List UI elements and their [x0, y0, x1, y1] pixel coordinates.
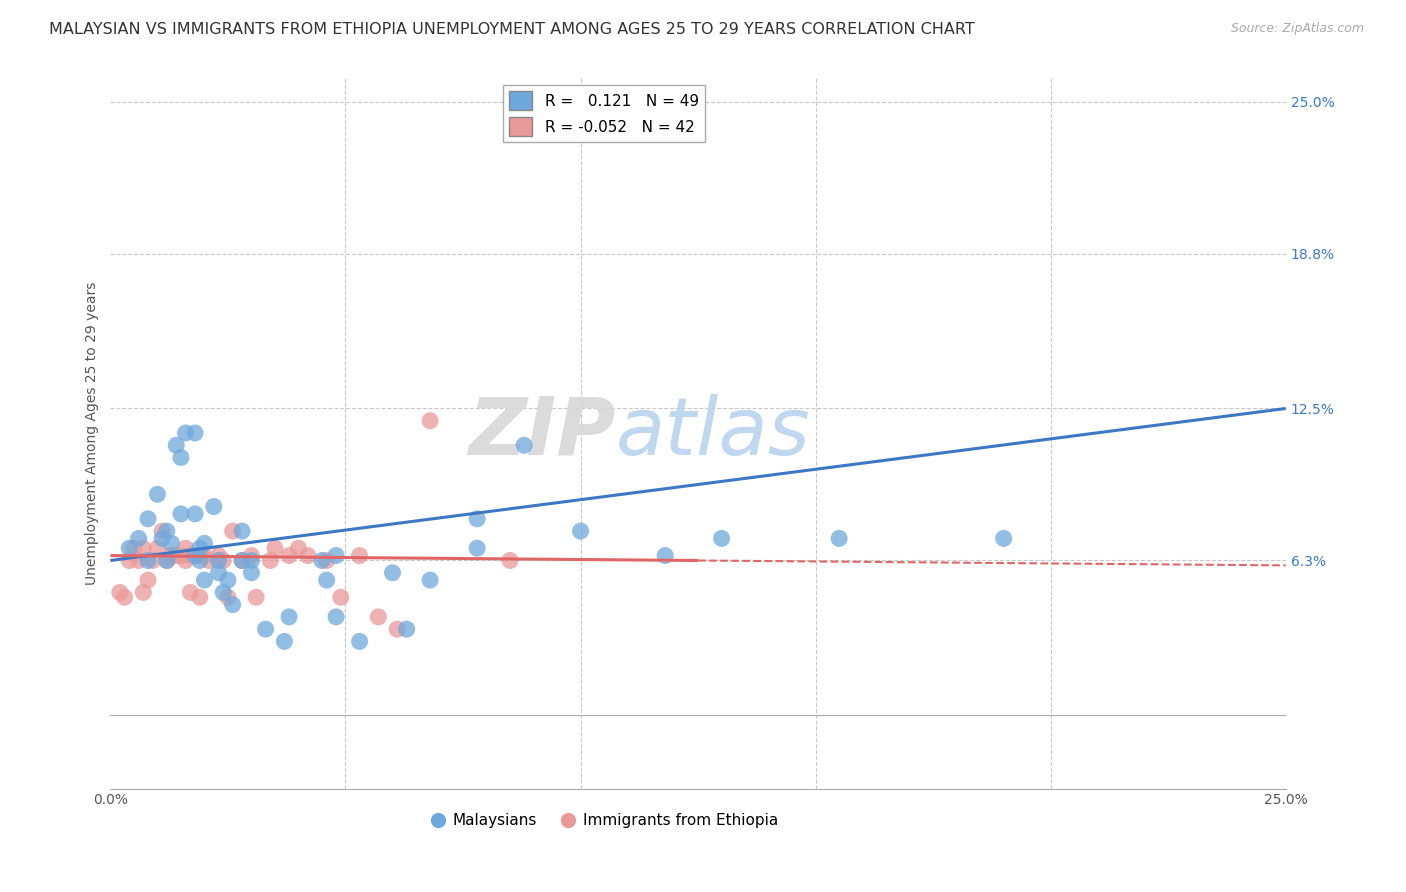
Malaysians — [465, 512, 488, 526]
Immigrants from Ethiopia — [193, 549, 215, 563]
Immigrants from Ethiopia — [212, 553, 235, 567]
Malaysians — [174, 425, 197, 440]
Malaysians — [381, 566, 404, 580]
Malaysians — [118, 541, 141, 556]
Immigrants from Ethiopia — [245, 591, 267, 605]
Immigrants from Ethiopia — [114, 591, 136, 605]
Immigrants from Ethiopia — [146, 541, 169, 556]
Text: Source: ZipAtlas.com: Source: ZipAtlas.com — [1230, 22, 1364, 36]
Malaysians — [207, 553, 229, 567]
Immigrants from Ethiopia — [278, 549, 301, 563]
Immigrants from Ethiopia — [198, 553, 221, 567]
Immigrants from Ethiopia — [419, 414, 441, 428]
Immigrants from Ethiopia — [217, 591, 239, 605]
Immigrants from Ethiopia — [297, 549, 319, 563]
Malaysians — [315, 573, 337, 587]
Malaysians — [184, 507, 207, 521]
Malaysians — [193, 573, 215, 587]
Malaysians — [184, 549, 207, 563]
Malaysians — [240, 553, 263, 567]
Malaysians — [513, 438, 536, 452]
Malaysians — [188, 553, 211, 567]
Immigrants from Ethiopia — [170, 549, 193, 563]
Malaysians — [221, 598, 243, 612]
Immigrants from Ethiopia — [179, 585, 201, 599]
Malaysians — [240, 566, 263, 580]
Malaysians — [349, 634, 371, 648]
Immigrants from Ethiopia — [174, 541, 197, 556]
Immigrants from Ethiopia — [315, 553, 337, 567]
Malaysians — [193, 536, 215, 550]
Malaysians — [212, 585, 235, 599]
Malaysians — [188, 541, 211, 556]
Malaysians — [231, 553, 253, 567]
Malaysians — [278, 610, 301, 624]
Malaysians — [150, 532, 173, 546]
Immigrants from Ethiopia — [329, 591, 352, 605]
Immigrants from Ethiopia — [221, 524, 243, 538]
Immigrants from Ethiopia — [165, 549, 187, 563]
Malaysians — [828, 532, 851, 546]
Malaysians — [160, 536, 183, 550]
Malaysians — [146, 487, 169, 501]
Text: MALAYSIAN VS IMMIGRANTS FROM ETHIOPIA UNEMPLOYMENT AMONG AGES 25 TO 29 YEARS COR: MALAYSIAN VS IMMIGRANTS FROM ETHIOPIA UN… — [49, 22, 974, 37]
Immigrants from Ethiopia — [264, 541, 287, 556]
Malaysians — [569, 524, 592, 538]
Immigrants from Ethiopia — [240, 549, 263, 563]
Immigrants from Ethiopia — [231, 553, 253, 567]
Immigrants from Ethiopia — [132, 541, 155, 556]
Malaysians — [311, 553, 333, 567]
Malaysians — [156, 524, 179, 538]
Immigrants from Ethiopia — [156, 553, 179, 567]
Malaysians — [993, 532, 1015, 546]
Malaysians — [419, 573, 441, 587]
Immigrants from Ethiopia — [108, 585, 131, 599]
Malaysians — [165, 438, 187, 452]
Malaysians — [170, 507, 193, 521]
Immigrants from Ethiopia — [207, 549, 229, 563]
Malaysians — [156, 553, 179, 567]
Immigrants from Ethiopia — [259, 553, 281, 567]
Malaysians — [395, 622, 418, 636]
Malaysians — [465, 541, 488, 556]
Malaysians — [325, 549, 347, 563]
Immigrants from Ethiopia — [132, 585, 155, 599]
Immigrants from Ethiopia — [122, 541, 145, 556]
Malaysians — [254, 622, 277, 636]
Immigrants from Ethiopia — [499, 553, 522, 567]
Malaysians — [136, 512, 159, 526]
Immigrants from Ethiopia — [136, 573, 159, 587]
Malaysians — [202, 500, 225, 514]
Text: atlas: atlas — [616, 394, 811, 472]
Immigrants from Ethiopia — [349, 549, 371, 563]
Immigrants from Ethiopia — [118, 553, 141, 567]
Immigrants from Ethiopia — [128, 553, 150, 567]
Immigrants from Ethiopia — [160, 549, 183, 563]
Malaysians — [207, 566, 229, 580]
Legend: Malaysians, Immigrants from Ethiopia: Malaysians, Immigrants from Ethiopia — [423, 807, 785, 834]
Immigrants from Ethiopia — [287, 541, 309, 556]
Immigrants from Ethiopia — [387, 622, 409, 636]
Text: ZIP: ZIP — [468, 394, 616, 472]
Immigrants from Ethiopia — [188, 591, 211, 605]
Malaysians — [184, 425, 207, 440]
Immigrants from Ethiopia — [142, 553, 165, 567]
Immigrants from Ethiopia — [179, 549, 201, 563]
Malaysians — [654, 549, 676, 563]
Malaysians — [128, 532, 150, 546]
Malaysians — [136, 553, 159, 567]
Malaysians — [170, 450, 193, 465]
Malaysians — [273, 634, 295, 648]
Immigrants from Ethiopia — [188, 549, 211, 563]
Malaysians — [325, 610, 347, 624]
Immigrants from Ethiopia — [150, 524, 173, 538]
Malaysians — [231, 524, 253, 538]
Malaysians — [217, 573, 239, 587]
Immigrants from Ethiopia — [367, 610, 389, 624]
Immigrants from Ethiopia — [174, 553, 197, 567]
Malaysians — [710, 532, 733, 546]
Y-axis label: Unemployment Among Ages 25 to 29 years: Unemployment Among Ages 25 to 29 years — [86, 281, 100, 584]
